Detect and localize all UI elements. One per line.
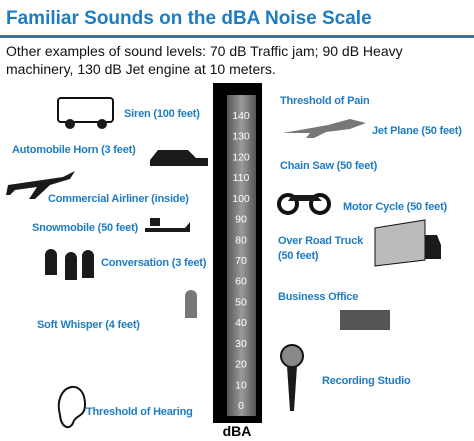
label: Siren (100 feet) — [124, 108, 200, 120]
truck-cab — [425, 235, 441, 259]
microphone-icon — [280, 344, 304, 368]
whisper-icon — [185, 290, 197, 318]
ear-icon — [57, 385, 87, 429]
label: Recording Studio — [322, 375, 411, 387]
scale-tick-label: 0 — [238, 400, 244, 412]
scale-tick-label: 10 — [235, 379, 247, 391]
people-icon — [45, 249, 94, 280]
title: Familiar Sounds on the dBA Noise Scale — [6, 8, 372, 29]
label: Over Road Truck — [278, 235, 364, 247]
wheel — [277, 193, 299, 215]
scale-tick-label: 120 — [232, 151, 250, 163]
label: Threshold of Hearing — [86, 406, 193, 418]
label: Business Office — [278, 291, 358, 303]
jet-icon — [283, 119, 366, 138]
subtitle-line: machinery, 130 dB Jet engine at 10 meter… — [6, 61, 276, 77]
scale-bar — [227, 95, 256, 416]
label: Commercial Airliner (inside) — [48, 193, 189, 205]
truck-icon — [374, 219, 426, 267]
wheel — [309, 193, 331, 215]
wheel — [97, 119, 107, 129]
label: Conversation (3 feet) — [101, 257, 207, 269]
motorcycle-icon — [288, 195, 322, 201]
label: Chain Saw (50 feet) — [280, 160, 378, 172]
scale-unit: dBA — [223, 423, 252, 439]
ambulance-icon — [57, 97, 114, 123]
scale-tick-label: 20 — [235, 359, 247, 371]
scale-tick-label: 50 — [235, 296, 247, 308]
car-icon — [150, 150, 208, 166]
scale-tick-label: 30 — [235, 338, 247, 350]
scale-tick-label: 100 — [232, 193, 250, 205]
scale-tick-label: 110 — [233, 172, 250, 184]
icons — [6, 97, 441, 429]
scale-tick-label: 90 — [235, 214, 247, 226]
label: Jet Plane (50 feet) — [372, 125, 462, 137]
scale-tick-label: 140 — [232, 110, 250, 122]
office-icon — [340, 310, 390, 330]
scale-tick-label: 70 — [235, 255, 247, 267]
scale-tick-label: 60 — [235, 276, 247, 288]
label: Automobile Horn (3 feet) — [12, 144, 136, 156]
scale-tick-label: 40 — [235, 317, 247, 329]
scale-tick-label: 80 — [235, 234, 247, 246]
title-rule — [0, 35, 474, 38]
subtitle-line: Other examples of sound levels: 70 dB Tr… — [6, 43, 403, 59]
label: Soft Whisper (4 feet) — [37, 319, 140, 331]
scale-tick-label: 130 — [232, 131, 250, 143]
label: Threshold of Pain — [280, 95, 370, 107]
snowmobile-icon — [145, 218, 190, 232]
label: (50 feet) — [278, 250, 319, 262]
airliner-icon — [6, 171, 75, 199]
microphone-stand — [287, 366, 297, 411]
label: Snowmobile (50 feet) — [32, 222, 139, 234]
label: Motor Cycle (50 feet) — [343, 201, 448, 213]
wheel — [65, 119, 75, 129]
